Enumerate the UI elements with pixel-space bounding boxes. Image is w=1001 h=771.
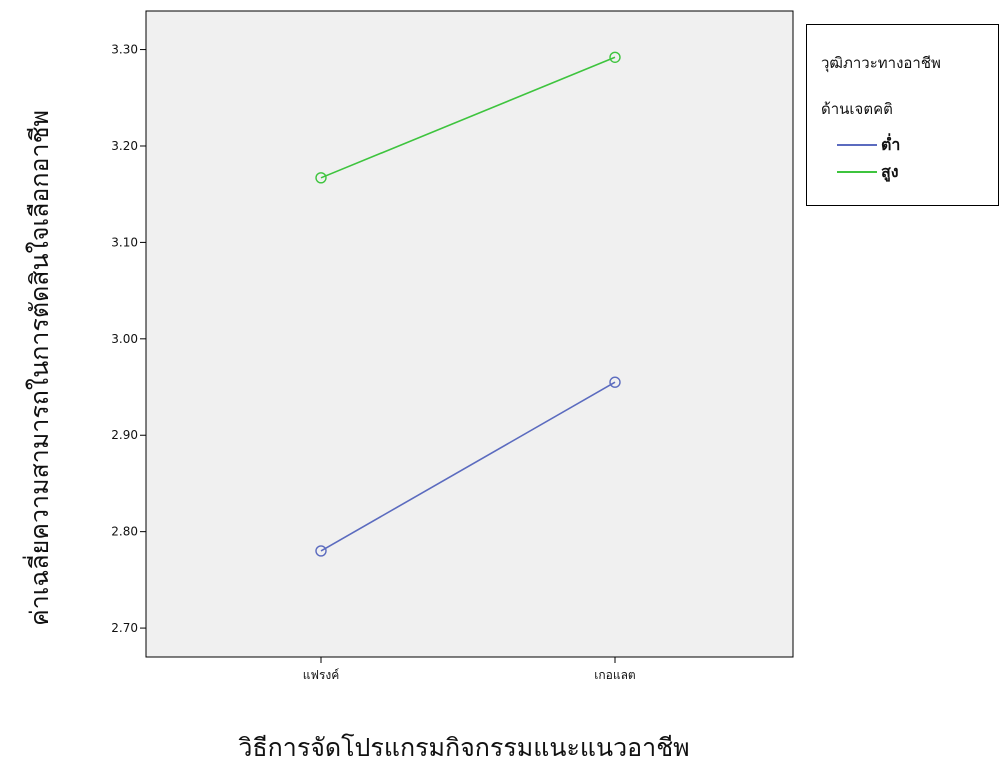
y-tick-label: 3.30 (111, 43, 138, 57)
series-layer (315, 51, 621, 557)
series-point (609, 51, 621, 63)
y-tick-label: 2.80 (111, 525, 138, 539)
y-tick-label: 3.20 (111, 139, 138, 153)
legend: วุฒิภาวะทางอาชีพ ด้านเจตคติ ต่ำ สูง (806, 24, 999, 206)
legend-swatch-high (837, 171, 877, 173)
series-point (315, 172, 327, 184)
y-tick-label: 2.70 (111, 621, 138, 635)
series-point (315, 545, 327, 557)
y-tick-label: 2.90 (111, 428, 138, 442)
legend-entry-low: ต่ำ (837, 135, 900, 155)
y-tick-label: 3.10 (111, 235, 138, 249)
legend-entry-high: สูง (837, 162, 899, 182)
series-line-0 (320, 381, 616, 552)
x-tick-label: เกอแลต (594, 668, 635, 682)
x-axis: แฟรงค์ เกอแลต (303, 657, 636, 682)
x-tick-label: แฟรงค์ (303, 668, 340, 682)
legend-title-line1: วุฒิภาวะทางอาชีพ (821, 54, 941, 72)
legend-label-high: สูง (881, 161, 899, 181)
x-axis-title: วิธีการจัดโปรแกรมกิจกรรมแนะแนวอาชีพ (238, 733, 689, 762)
y-axis: 2.70 2.80 2.90 3.00 3.10 3.20 3.30 (111, 43, 146, 635)
series-point (609, 376, 621, 388)
legend-label-low: ต่ำ (881, 134, 901, 154)
y-axis-title: ค่าเฉลี่ยความสามารถในการตัดสินใจเลือกอาช… (22, 110, 54, 626)
y-tick-label: 3.00 (111, 332, 138, 346)
series-line-1 (320, 56, 616, 179)
legend-title-line2: ด้านเจตคติ (821, 100, 893, 118)
plot-area (145, 10, 794, 658)
legend-swatch-low (837, 144, 877, 146)
